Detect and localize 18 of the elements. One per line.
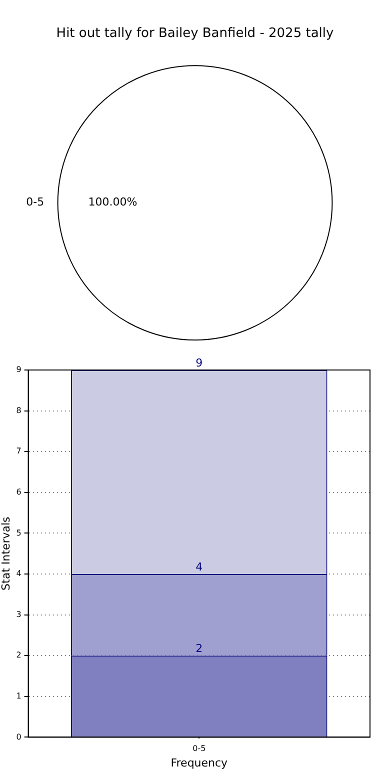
- y-tick-label: 9: [16, 365, 22, 374]
- data-label: 100.00%: [88, 196, 138, 209]
- chart-title: Hit out tally for Bailey Banfield - 2025 tally: [56, 26, 334, 42]
- annotation: 4: [196, 560, 203, 574]
- x-axis-title: Frequency: [170, 756, 228, 770]
- y-tick-label: 6: [16, 487, 22, 496]
- y-tick-label: 7: [16, 446, 22, 456]
- y-tick-label: 2: [16, 650, 22, 660]
- y-tick-label: 8: [16, 406, 22, 415]
- total-label: 9: [196, 356, 203, 370]
- y-tick-label: 4: [16, 569, 22, 578]
- annotation: 2: [196, 642, 203, 655]
- y-tick-label: 5: [16, 528, 22, 538]
- slice-label: 0-5: [26, 196, 44, 209]
- y-tick-label: 3: [16, 610, 22, 619]
- y-axis-title: Stat Intervals: [0, 516, 12, 590]
- y-tick-label: 1: [16, 691, 22, 700]
- y-tick-label: 0: [16, 732, 22, 742]
